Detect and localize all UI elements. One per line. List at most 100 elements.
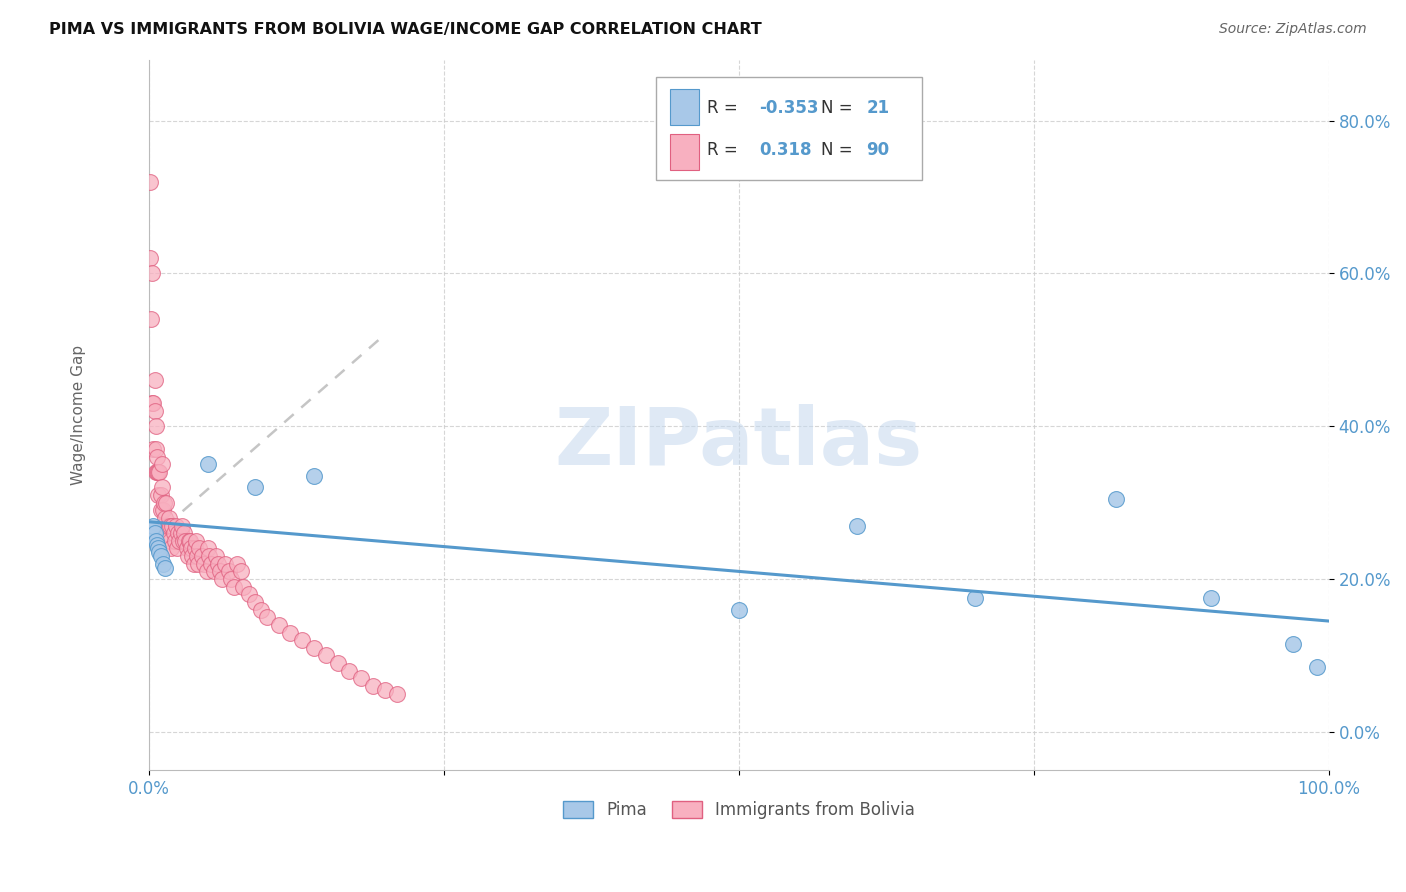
Point (148, 465, 170, 479)
Point (218, 565, 240, 579)
Point (148, 545, 170, 559)
Point (163, 533, 186, 548)
Point (173, 526, 195, 541)
FancyBboxPatch shape (671, 135, 699, 169)
Point (188, 541, 211, 556)
Point (302, 469, 325, 483)
Point (142, 518, 165, 533)
Point (184, 541, 207, 556)
Point (160, 541, 183, 556)
Point (143, 404, 166, 418)
Point (195, 565, 218, 579)
Point (141, 267, 163, 281)
Point (243, 480, 266, 494)
Point (291, 633, 314, 648)
Point (326, 656, 349, 670)
Point (153, 496, 176, 510)
Point (280, 625, 302, 640)
Point (183, 557, 205, 571)
Point (181, 549, 204, 563)
Point (167, 526, 190, 541)
Text: R =: R = (707, 141, 738, 159)
Text: N =: N = (821, 99, 853, 117)
Point (302, 640, 325, 655)
Point (152, 557, 174, 571)
Text: 0.318: 0.318 (759, 141, 811, 159)
Point (177, 533, 200, 548)
Point (139, 175, 162, 189)
Point (143, 373, 166, 387)
Point (361, 679, 384, 693)
Point (139, 530, 162, 544)
Point (250, 602, 273, 616)
Point (222, 580, 245, 594)
Point (179, 533, 201, 548)
Text: ZIPatlas: ZIPatlas (554, 404, 922, 483)
Point (221, 572, 243, 586)
Point (202, 565, 225, 579)
Point (205, 549, 228, 563)
Point (267, 618, 290, 632)
Point (187, 557, 209, 571)
Point (207, 557, 229, 571)
Point (198, 549, 221, 563)
Point (1282, 637, 1305, 651)
Point (159, 533, 181, 548)
Point (385, 687, 408, 701)
Point (214, 557, 236, 571)
Point (169, 526, 191, 541)
Point (1306, 660, 1329, 674)
Point (166, 541, 188, 556)
Point (176, 541, 198, 556)
Point (162, 518, 184, 533)
Point (149, 488, 172, 502)
Point (146, 450, 169, 464)
Point (152, 503, 174, 517)
Text: 90: 90 (866, 141, 890, 159)
Point (184, 533, 207, 548)
Point (170, 518, 193, 533)
Point (145, 533, 167, 548)
Point (176, 549, 198, 563)
Point (162, 526, 184, 541)
Point (193, 557, 215, 571)
Point (143, 526, 166, 541)
Point (229, 565, 252, 579)
Point (337, 664, 360, 678)
Point (139, 312, 162, 326)
FancyBboxPatch shape (671, 89, 699, 125)
Text: PIMA VS IMMIGRANTS FROM BOLIVIA WAGE/INCOME GAP CORRELATION CHART: PIMA VS IMMIGRANTS FROM BOLIVIA WAGE/INC… (49, 22, 762, 37)
Point (150, 458, 173, 472)
Point (165, 518, 187, 533)
Point (200, 557, 222, 571)
Point (197, 458, 219, 472)
Point (157, 511, 180, 525)
Point (148, 541, 170, 556)
Point (155, 511, 177, 525)
Point (197, 541, 219, 556)
Point (172, 533, 194, 548)
Point (727, 602, 749, 616)
Y-axis label: Wage/Income Gap: Wage/Income Gap (72, 344, 86, 485)
Point (146, 465, 169, 479)
Text: 21: 21 (866, 99, 890, 117)
Point (141, 522, 163, 536)
Point (148, 488, 170, 502)
Point (180, 541, 202, 556)
Point (155, 560, 177, 574)
Legend: Pima, Immigrants from Bolivia: Pima, Immigrants from Bolivia (555, 794, 921, 826)
FancyBboxPatch shape (657, 78, 922, 180)
Point (142, 442, 165, 457)
Point (155, 496, 177, 510)
Point (149, 549, 172, 563)
Point (139, 251, 162, 265)
Point (150, 480, 173, 494)
Point (174, 533, 197, 548)
Point (145, 419, 167, 434)
Point (845, 518, 868, 533)
Point (169, 533, 191, 548)
Point (315, 648, 337, 663)
Point (256, 610, 278, 624)
Point (146, 538, 169, 552)
Point (155, 526, 177, 541)
